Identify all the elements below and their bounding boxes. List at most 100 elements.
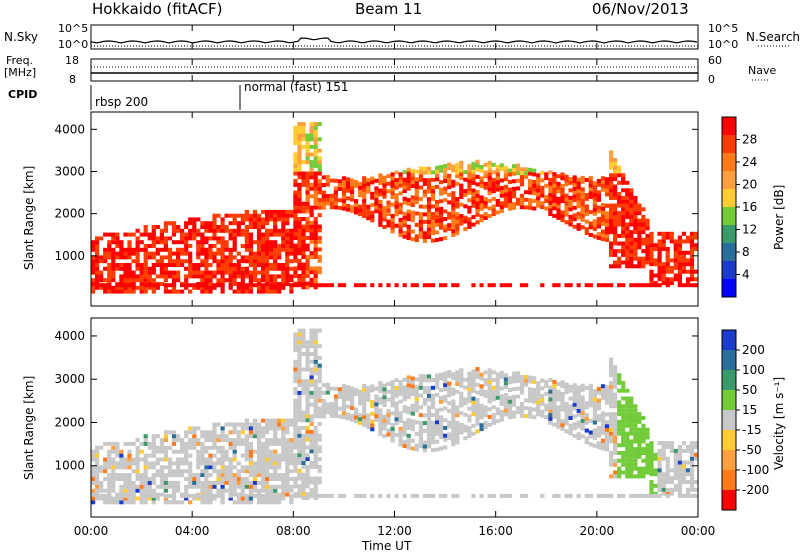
- power-cell: [99, 278, 104, 283]
- velocity-cell: [248, 496, 253, 501]
- power-cell: [426, 170, 432, 175]
- velocity-cell: [536, 392, 541, 397]
- power-cell: [637, 245, 642, 250]
- velocity-cell: [220, 493, 225, 498]
- velocity-cell: [637, 447, 642, 452]
- power-cell: [204, 289, 209, 294]
- velocity-cell: [491, 493, 496, 498]
- power-cell: [127, 266, 132, 271]
- velocity-cell: [163, 484, 168, 489]
- power-cell: [305, 209, 310, 214]
- velocity-cell: [301, 441, 306, 446]
- velocity-cell: [621, 435, 626, 440]
- velocity-cell: [471, 369, 476, 374]
- power-cell: [689, 258, 695, 263]
- power-cell: [467, 183, 472, 188]
- power-cell: [524, 175, 529, 179]
- velocity-cell: [483, 413, 488, 418]
- velocity-cell: [524, 493, 529, 498]
- power-cell: [641, 218, 646, 223]
- power-colorbar-tick-label: 24: [742, 155, 757, 169]
- velocity-cell: [600, 392, 606, 396]
- power-cell: [256, 259, 262, 264]
- power-cell: [143, 225, 148, 229]
- velocity-cell: [637, 454, 642, 459]
- velocity-cell: [159, 477, 164, 481]
- velocity-cell: [451, 411, 456, 416]
- power-cell: [163, 244, 168, 248]
- velocity-cell: [374, 417, 379, 422]
- velocity-cell: [386, 389, 391, 394]
- velocity-cell: [406, 387, 411, 392]
- power-cell: [208, 274, 213, 279]
- power-cell: [293, 220, 298, 225]
- power-cell: [455, 204, 460, 209]
- velocity-cell: [503, 400, 508, 405]
- velocity-cell: [293, 406, 298, 411]
- power-cell: [519, 182, 525, 187]
- power-cell: [103, 251, 108, 256]
- power-cell: [665, 235, 670, 240]
- velocity-cell: [600, 446, 606, 451]
- power-cell: [317, 224, 322, 229]
- power-cell: [613, 177, 618, 181]
- power-cell: [220, 259, 225, 264]
- power-cell: [613, 158, 618, 162]
- velocity-cell: [123, 477, 128, 481]
- velocity-cell: [240, 438, 245, 443]
- power-cell: [269, 209, 274, 214]
- power-cell: [131, 274, 136, 279]
- velocity-cell: [548, 385, 553, 390]
- power-cell: [232, 270, 237, 275]
- power-cell: [625, 226, 630, 231]
- velocity-cell: [313, 348, 318, 353]
- velocity-cell: [220, 449, 225, 454]
- power-cell: [600, 233, 606, 238]
- power-cell: [629, 264, 634, 269]
- power-cell: [600, 206, 606, 211]
- power-cell: [163, 274, 168, 279]
- velocity-cell: [143, 465, 148, 470]
- velocity-cell: [455, 413, 460, 418]
- velocity-cell: [641, 431, 646, 436]
- velocity-cell: [281, 434, 286, 439]
- velocity-cell: [111, 477, 116, 481]
- velocity-cell: [131, 457, 136, 462]
- power-cell: [596, 179, 601, 183]
- power-cell: [196, 217, 201, 222]
- velocity-cell: [685, 472, 691, 477]
- velocity-cell: [228, 430, 233, 435]
- velocity-cell: [625, 439, 630, 444]
- velocity-cell: [580, 414, 585, 419]
- velocity-cell: [625, 388, 630, 393]
- power-cell: [95, 278, 100, 283]
- power-cell: [289, 278, 294, 283]
- power-cell: [123, 289, 128, 294]
- power-cell: [139, 274, 144, 279]
- power-cell: [277, 289, 282, 294]
- velocity-cell: [135, 461, 140, 466]
- velocity-cell: [479, 423, 484, 428]
- velocity-cell: [220, 430, 225, 435]
- velocity-cell: [524, 406, 529, 411]
- power-cell: [515, 171, 521, 176]
- power-cell: [309, 232, 314, 237]
- velocity-cell: [281, 473, 286, 478]
- power-cell: [240, 285, 245, 290]
- power-cell: [240, 289, 245, 294]
- power-cell: [613, 252, 618, 257]
- velocity-cell: [220, 453, 225, 458]
- power-cell: [354, 283, 359, 288]
- velocity-cell: [297, 348, 302, 353]
- velocity-cell: [127, 493, 132, 498]
- power-cell: [139, 263, 144, 267]
- power-cell: [362, 198, 367, 203]
- velocity-cell: [301, 476, 306, 481]
- power-cell: [633, 214, 638, 219]
- nsearch-tick-top: 10^5: [708, 22, 739, 35]
- velocity-cell: [418, 420, 423, 425]
- velocity-cell: [269, 449, 274, 454]
- power-cell: [309, 160, 314, 165]
- velocity-cell: [455, 424, 460, 429]
- power-cell: [600, 183, 606, 188]
